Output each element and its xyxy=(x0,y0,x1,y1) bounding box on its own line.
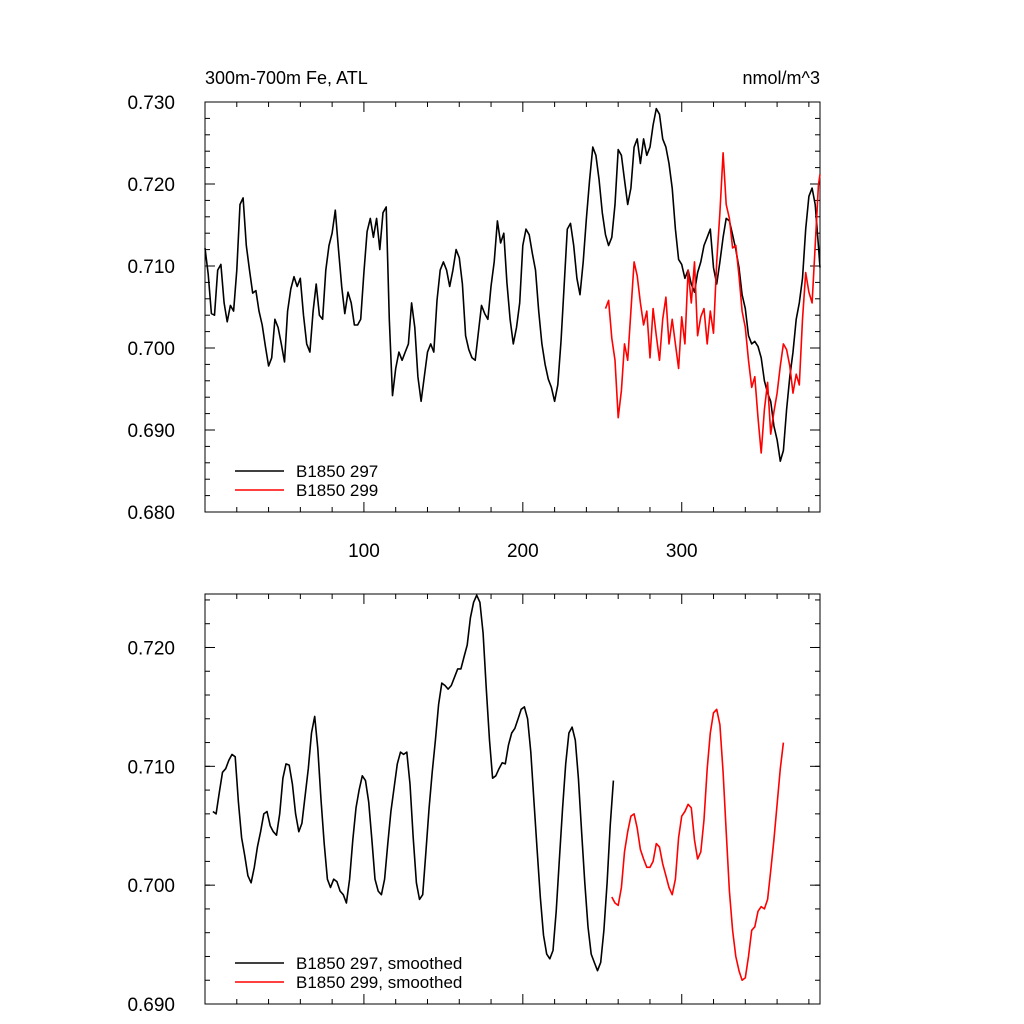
top-series-group xyxy=(204,107,821,462)
bottom-y-tick-label: 0.710 xyxy=(127,757,175,778)
top-legend-label-297: B1850 297 xyxy=(296,462,378,481)
bottom-plot-frame xyxy=(204,593,821,1005)
bottom-y-tick-label: 0.690 xyxy=(127,995,175,1016)
top-panel-title: 300m-700m Fe, ATL xyxy=(205,68,368,88)
top-y-tick-label: 0.710 xyxy=(127,257,175,278)
bottom-y-tick-label: 0.700 xyxy=(127,876,175,897)
top-x-tick-label: 100 xyxy=(348,541,380,562)
top-y-tick-label: 0.700 xyxy=(127,339,175,360)
top-series-line-0 xyxy=(204,107,821,462)
bottom-series-line-0 xyxy=(212,594,615,972)
top-y-tick-label: 0.690 xyxy=(127,421,175,442)
top-plot-frame xyxy=(204,101,821,513)
bottom-axis-ticks: 0.690 0.700 0.710 0.720 xyxy=(127,594,820,1016)
bottom-legend-label-299: B1850 299, smoothed xyxy=(296,973,462,992)
top-series-line-1 xyxy=(604,152,821,454)
top-legend-label-299: B1850 299 xyxy=(296,481,378,500)
bottom-legend-label-297: B1850 297, smoothed xyxy=(296,954,462,973)
top-x-tick-label: 200 xyxy=(507,541,539,562)
top-panel: 300m-700m Fe, ATL nmol/m^3 0.680 0.690 0.7… xyxy=(127,68,821,562)
top-legend: B1850 297 B1850 299 xyxy=(235,462,378,500)
bottom-panel: 0.690 0.700 0.710 0.720 B1850 297, smoothed… xyxy=(127,593,821,1016)
top-x-tick-label: 300 xyxy=(666,541,698,562)
top-y-tick-label: 0.730 xyxy=(127,93,175,114)
top-axis-ticks: 0.680 0.690 0.700 0.710 0.720 0.730 100 200 300 xyxy=(127,93,820,562)
top-y-tick-label: 0.720 xyxy=(127,175,175,196)
top-panel-units: nmol/m^3 xyxy=(743,68,820,88)
bottom-legend: B1850 297, smoothed B1850 299, smoothed xyxy=(235,954,462,992)
bottom-series-line-1 xyxy=(611,708,785,981)
bottom-series-group xyxy=(212,594,785,981)
bottom-y-tick-label: 0.720 xyxy=(127,638,175,659)
top-y-tick-label: 0.680 xyxy=(127,503,175,524)
